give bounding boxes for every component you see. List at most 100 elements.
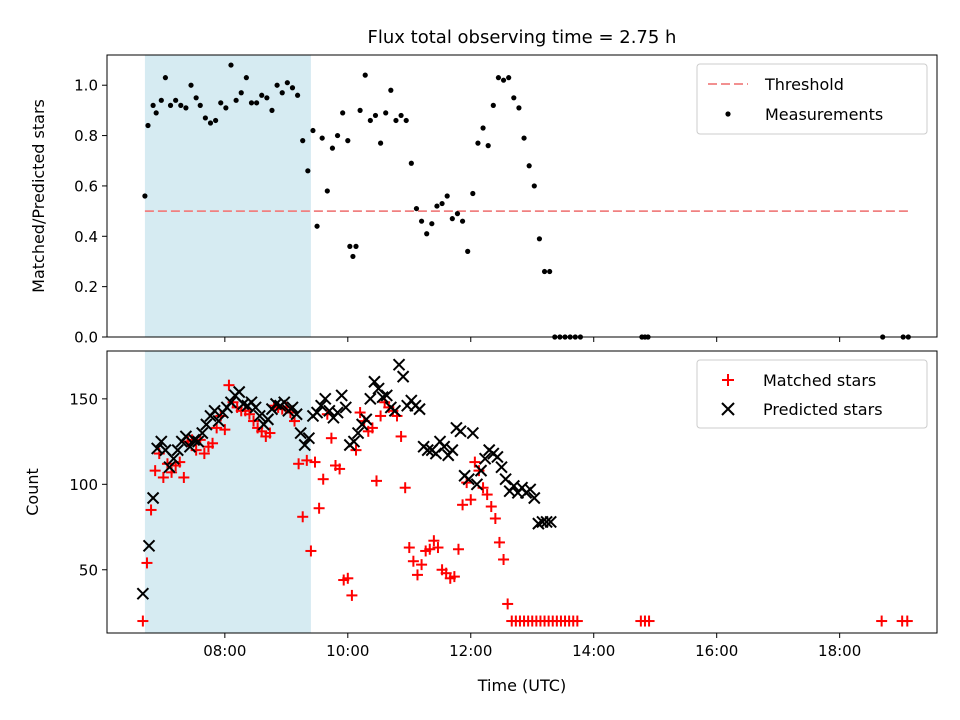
ratio-y-label: Matched/Predicted stars xyxy=(29,99,48,293)
measurement-point xyxy=(202,115,208,121)
y-tick-label: 100 xyxy=(69,476,98,494)
matched-star-point xyxy=(457,499,469,511)
predicted-star-point xyxy=(314,399,328,412)
predicted-star-point xyxy=(253,409,266,423)
measurement-point xyxy=(377,140,384,146)
measurement-point xyxy=(357,107,363,113)
predicted-star-point xyxy=(200,418,213,431)
matched-star-point xyxy=(219,424,231,436)
matched-star-point xyxy=(411,569,423,581)
x-tick-label: 18:00 xyxy=(818,642,861,660)
predicted-star-point xyxy=(171,443,184,457)
predicted-star-point xyxy=(212,414,225,428)
matched-star-point xyxy=(313,502,325,514)
measurement-point xyxy=(470,190,476,197)
predicted-star-point xyxy=(286,401,299,414)
measurement-point xyxy=(150,102,156,108)
predicted-star-point xyxy=(224,396,238,409)
measurement-point xyxy=(480,125,486,131)
measurement-point xyxy=(254,100,260,106)
predicted-star-point xyxy=(298,438,311,452)
matched-star-point xyxy=(485,501,497,513)
legend-predicted-swatch xyxy=(721,402,735,416)
matched-star-point xyxy=(395,430,407,442)
matched-star-point xyxy=(178,471,190,483)
matched-star-point xyxy=(469,456,481,468)
measurement-point xyxy=(393,117,399,124)
predicted-star-point xyxy=(540,515,553,529)
matched-star-point xyxy=(354,407,366,419)
matched-star-point xyxy=(432,542,444,554)
matched-star-point xyxy=(403,542,415,554)
matched-stars-points xyxy=(137,379,913,627)
measurement-point xyxy=(413,205,420,212)
predicted-star-point xyxy=(167,452,180,465)
measurement-point xyxy=(259,92,265,98)
matched-star-point xyxy=(448,571,460,583)
measurement-point xyxy=(193,95,199,101)
measurement-point xyxy=(324,188,330,194)
chart-title: Flux total observing time = 2.75 h xyxy=(368,27,677,48)
measurement-point xyxy=(345,138,351,144)
measurement-point xyxy=(173,97,179,103)
measurement-point xyxy=(516,105,522,111)
measurement-point xyxy=(531,183,537,189)
predicted-star-point xyxy=(523,483,537,496)
matched-star-point xyxy=(876,615,888,627)
predicted-star-point xyxy=(290,408,303,421)
y-tick-label: 0.6 xyxy=(74,177,98,195)
predicted-star-point xyxy=(380,389,393,402)
y-tick-label: 0.2 xyxy=(74,278,98,296)
measurement-point xyxy=(289,85,296,91)
predicted-star-point xyxy=(437,440,451,453)
matched-star-point xyxy=(141,557,153,569)
legend-measurements-swatch xyxy=(725,111,731,117)
measurement-point xyxy=(233,97,239,103)
measurement-point xyxy=(329,145,336,151)
y-tick-label: 50 xyxy=(79,561,98,579)
matched-star-point xyxy=(571,615,583,627)
measurement-point xyxy=(279,90,285,96)
measurement-point xyxy=(294,92,301,98)
x-axis-label: Time (UTC) xyxy=(477,676,566,695)
observing-window-highlight xyxy=(144,55,311,337)
measurement-point xyxy=(454,211,461,217)
predicted-star-point xyxy=(310,406,324,419)
count-y-ticks: 50 100 150 xyxy=(69,390,107,579)
measurement-points xyxy=(142,62,911,340)
measurement-point xyxy=(223,105,229,111)
measurement-point xyxy=(547,268,553,275)
measurement-point xyxy=(490,102,496,108)
y-tick-label: 0.8 xyxy=(74,127,98,145)
ratio-y-ticks: 0.0 0.2 0.4 0.6 0.8 1.0 xyxy=(74,77,107,347)
measurement-point xyxy=(300,138,306,144)
measurement-point xyxy=(353,243,359,249)
measurement-point xyxy=(142,193,148,199)
x-tick-label: 10:00 xyxy=(326,642,369,660)
predicted-star-point xyxy=(339,401,352,414)
predicted-star-point xyxy=(474,464,488,477)
legend-matched-swatch xyxy=(722,374,734,386)
measurement-point xyxy=(248,100,255,106)
predicted-star-point xyxy=(261,413,275,426)
matched-star-point xyxy=(334,463,346,475)
y-tick-label: 0.4 xyxy=(74,228,98,246)
count-axes-frame xyxy=(106,350,938,634)
measurement-point xyxy=(372,112,379,119)
predicted-star-point xyxy=(491,450,504,464)
y-tick-label: 150 xyxy=(69,390,98,408)
matched-star-point xyxy=(375,410,387,422)
measurement-point xyxy=(526,163,532,169)
matched-star-point xyxy=(493,536,505,548)
measurement-point xyxy=(183,105,189,111)
predicted-star-point xyxy=(319,392,332,406)
measurement-point xyxy=(495,75,502,81)
measurement-point xyxy=(153,110,159,116)
matched-star-point xyxy=(498,554,510,566)
matched-star-point xyxy=(248,415,260,427)
x-tick-label: 16:00 xyxy=(695,642,738,660)
predicted-star-point xyxy=(462,472,475,486)
ratio-legend-box xyxy=(696,63,928,135)
predicted-star-point xyxy=(179,430,193,443)
